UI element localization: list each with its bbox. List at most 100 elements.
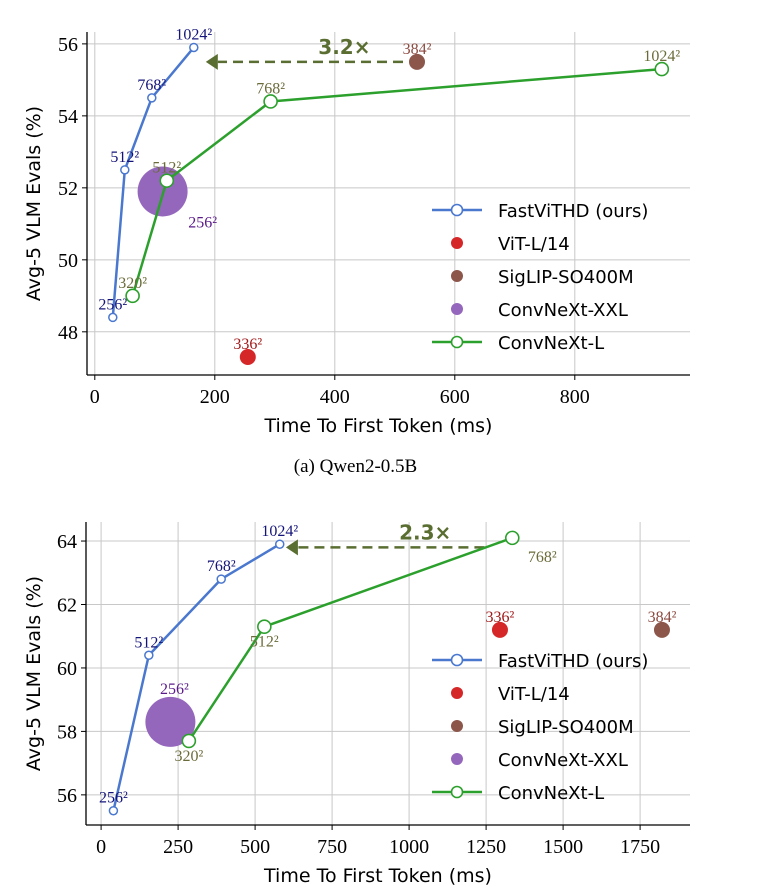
x-tick-label: 400	[320, 386, 350, 408]
series-line	[111, 46, 195, 318]
data-point	[159, 173, 175, 188]
point-label: 320²	[174, 748, 203, 765]
data-point	[504, 530, 520, 546]
data-point	[263, 94, 278, 109]
data-point	[144, 650, 154, 661]
x-tick-label: 1000	[389, 836, 429, 858]
series-3: 256²	[145, 681, 196, 747]
x-axis-label: Time To First Token (ms)	[264, 415, 493, 437]
point-label: 320²	[118, 275, 147, 292]
legend-label: FastViTHD (ours)	[498, 201, 648, 222]
series-line	[112, 543, 281, 812]
point-label: 1024²	[261, 523, 298, 540]
legend-marker	[451, 303, 463, 315]
point-label: 768²	[256, 80, 285, 97]
point-label: 1024²	[175, 26, 212, 43]
legend-marker	[450, 335, 464, 349]
x-tick-label: 0	[90, 386, 100, 408]
data-point	[108, 805, 119, 816]
point-label: 256²	[99, 790, 128, 807]
legend-label: ConvNeXt-L	[498, 333, 604, 354]
x-tick-label: 1750	[620, 836, 660, 858]
point-label: 512²	[110, 149, 139, 166]
y-tick-label: 56	[57, 785, 77, 807]
y-tick-label: 50	[58, 250, 78, 272]
x-tick-label: 1250	[466, 836, 506, 858]
point-label: 768²	[528, 549, 557, 566]
point-label: 768²	[207, 558, 236, 575]
x-tick-label: 800	[560, 386, 590, 408]
y-tick-label: 62	[57, 594, 77, 616]
data-point	[654, 61, 670, 77]
y-axis-label: Avg-5 VLM Evals (%)	[23, 576, 45, 771]
x-tick-label: 600	[440, 386, 470, 408]
data-point	[181, 733, 197, 749]
legend-label: ViT-L/14	[498, 234, 570, 255]
y-tick-label: 52	[58, 178, 78, 200]
point-label: 1024²	[643, 48, 680, 65]
chart-0: 0 200 400 600 800 48 50 52 54 56 Time To First Tok…	[23, 26, 690, 477]
y-tick-label: 56	[58, 34, 78, 56]
data-point	[145, 696, 196, 747]
data-point	[147, 93, 157, 103]
y-tick-label: 58	[57, 721, 77, 743]
speedup-label: 2.3×	[399, 520, 451, 544]
series-2: 384²	[648, 609, 677, 638]
series-1: 336²	[486, 609, 515, 638]
series-4: 320² 512² 768²	[174, 530, 557, 765]
speedup-label: 3.2×	[318, 35, 370, 59]
speedup-arrowhead	[205, 53, 218, 70]
x-tick-label: 250	[163, 836, 193, 858]
legend-label: SigLIP-SO400M	[498, 267, 634, 288]
caption: (a) Qwen2-0.5B	[294, 456, 417, 477]
point-label: 256²	[160, 681, 189, 698]
speedup-arrowhead	[285, 539, 298, 556]
point-label: 336²	[486, 609, 515, 626]
data-point	[120, 165, 130, 175]
series-1: 336²	[233, 336, 262, 366]
legend-label: FastViTHD (ours)	[498, 651, 648, 672]
data-point	[653, 621, 670, 638]
series-line	[131, 67, 662, 297]
x-axis-label: Time To First Token (ms)	[263, 865, 492, 887]
point-label: 384²	[648, 609, 677, 626]
legend-marker	[450, 203, 464, 217]
data-point	[409, 53, 425, 70]
y-tick-label: 60	[57, 658, 77, 680]
point-label: 512²	[152, 160, 181, 177]
y-tick-label: 48	[58, 322, 78, 344]
legend: FastViTHD (ours) ViT-L/14 SigLIP-SO400M Con…	[432, 651, 648, 804]
legend-marker	[451, 237, 463, 249]
series-0: 256² 512² 768² 1024²	[98, 26, 212, 323]
legend-marker	[451, 753, 463, 765]
series-4: 320² 512² 768² 1024²	[118, 48, 680, 304]
y-tick-label: 54	[58, 106, 78, 128]
legend-marker	[451, 720, 463, 732]
legend-marker	[451, 270, 463, 282]
legend-marker	[450, 653, 464, 667]
point-label: 512²	[134, 634, 163, 651]
legend-label: ConvNeXt-XXL	[498, 750, 628, 771]
data-point	[216, 574, 226, 584]
chart-1: 0 250 500 750 1000 1250 1500 1750 56 58 60 62 64 Time…	[23, 520, 690, 887]
data-point	[239, 349, 256, 366]
data-point	[125, 288, 140, 304]
data-point	[491, 621, 508, 638]
point-label: 768²	[137, 77, 166, 94]
data-point	[257, 619, 272, 635]
legend-label: ConvNeXt-XXL	[498, 300, 628, 321]
series-2: 384²	[403, 41, 432, 70]
legend-label: ConvNeXt-L	[498, 783, 604, 804]
y-tick-label: 64	[57, 531, 77, 553]
legend-marker	[450, 785, 464, 799]
legend-label: SigLIP-SO400M	[498, 717, 634, 738]
point-label: 256²	[188, 214, 217, 231]
point-label: 336²	[233, 336, 262, 353]
x-tick-label: 500	[240, 836, 270, 858]
x-tick-label: 0	[96, 836, 106, 858]
x-tick-label: 1500	[543, 836, 583, 858]
series-0: 256² 512² 768² 1024²	[99, 523, 298, 816]
data-point	[274, 539, 285, 549]
data-point	[108, 312, 118, 323]
